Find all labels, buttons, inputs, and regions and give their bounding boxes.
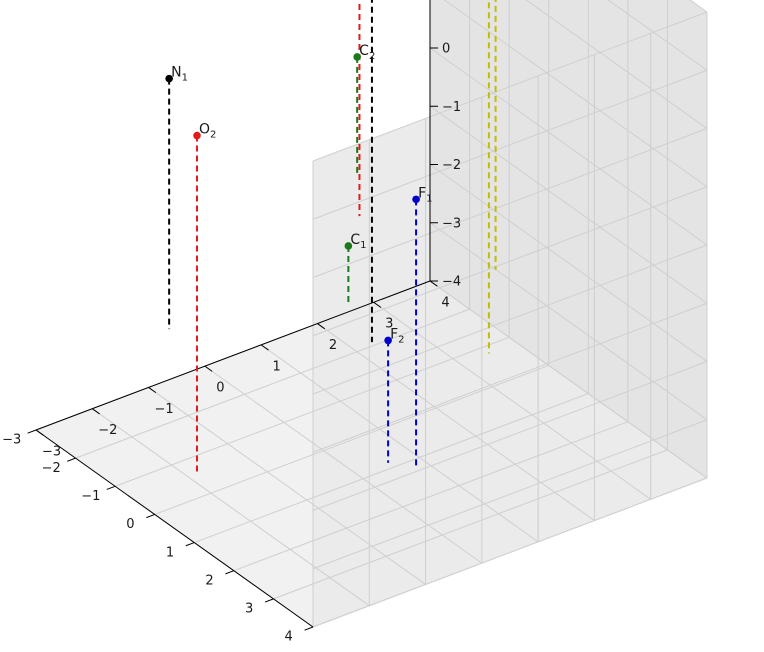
z-tick-label: 0 (442, 42, 450, 57)
x-tick-label: 4 (285, 630, 293, 645)
y-tick-mark (317, 323, 326, 330)
grid-line (525, 0, 708, 129)
grid-line (312, 419, 708, 570)
grid-line (312, 69, 708, 220)
data-point (384, 336, 392, 345)
x-tick-mark (146, 513, 155, 519)
point-label-letter: F (390, 326, 398, 342)
y-tick-label: 3 (385, 317, 393, 332)
grid-line (443, 0, 708, 188)
point-label-subscript: 2 (398, 334, 404, 345)
y-tick-mark (260, 344, 269, 351)
x-tick-label: −2 (42, 461, 61, 476)
grid-line (91, 408, 370, 607)
grid-line (148, 387, 426, 585)
grid-line (75, 308, 470, 459)
x-tick-mark (185, 542, 195, 547)
y-tick-label: −3 (42, 444, 61, 459)
data-point (193, 131, 201, 140)
x-tick-mark (27, 429, 37, 434)
grid-line (273, 449, 668, 600)
x-tick-mark (225, 570, 235, 575)
grid-line (373, 301, 652, 500)
point-label-subscript: 2 (507, 0, 513, 1)
y-tick-mark (91, 408, 100, 415)
point-label: O2 (199, 122, 216, 141)
grid-line (312, 244, 708, 395)
point-label-letter: O (199, 122, 210, 138)
point-label-subscript: 1 (182, 73, 188, 84)
point-label-subscript: 2 (369, 51, 375, 62)
z-tick-label: −3 (442, 216, 461, 231)
grid-line (429, 47, 708, 246)
z-tick-label: −2 (442, 158, 461, 173)
point-label-letter: N (171, 65, 181, 81)
grid-line (114, 336, 510, 487)
y-tick-label: 2 (329, 338, 337, 353)
grid-line (317, 323, 595, 521)
data-point (353, 53, 361, 61)
grid-line (260, 344, 539, 543)
grid-line (194, 393, 589, 544)
grid-line (429, 164, 708, 362)
point-label: F2 (390, 326, 404, 345)
x-tick-mark (264, 598, 274, 603)
y-axis-line (35, 280, 431, 431)
x-tick-label: −1 (81, 489, 100, 504)
y-tick-label: −2 (98, 423, 117, 438)
x-tick-label: 0 (126, 517, 134, 532)
grid-line (429, 222, 708, 421)
point-label: F1 (418, 185, 432, 204)
point-label: C2 (359, 43, 375, 62)
grid-line (312, 302, 708, 453)
y-tick-label: 1 (273, 359, 281, 374)
y-tick-mark (373, 301, 382, 308)
y-tick-mark (429, 280, 438, 287)
point-label-subscript: 2 (210, 130, 216, 141)
grid-line (312, 361, 708, 511)
grid-line (154, 364, 549, 515)
point-label-subscript: 1 (360, 240, 366, 251)
grid-line (429, 105, 708, 304)
grid-line (204, 365, 483, 564)
data-point (412, 195, 420, 204)
point-label: N1 (171, 65, 188, 84)
grid-line (429, 280, 708, 479)
x-tick-mark (66, 457, 76, 462)
z-tick-label: −1 (442, 100, 461, 115)
z-tick-label: −4 (442, 275, 461, 290)
x-tick-mark (304, 626, 314, 631)
point-label: C1 (350, 232, 366, 251)
point-label-letter: F (418, 185, 426, 201)
y-tick-mark (35, 429, 44, 436)
x-tick-label: 2 (205, 573, 213, 588)
x-tick-label: −3 (2, 433, 21, 448)
grid-line (312, 11, 708, 162)
y-tick-label: 4 (441, 295, 449, 310)
point-label-letter: C (359, 43, 369, 59)
x-axis-line (35, 429, 314, 628)
grid-line (607, 0, 708, 71)
point-label-subscript: 1 (426, 193, 432, 204)
point-label-letter: C (350, 232, 360, 248)
grid-line (312, 477, 708, 628)
x-tick-label: 3 (245, 602, 253, 617)
y-tick-mark (148, 387, 157, 394)
x-tick-label: 1 (166, 545, 174, 560)
x-tick-mark (106, 485, 116, 490)
grid-line (312, 186, 708, 337)
data-point (344, 242, 353, 250)
y-tick-label: 0 (216, 381, 224, 396)
y-tick-label: −1 (155, 402, 174, 417)
point-label: A2 (498, 0, 514, 1)
y-tick-mark (204, 365, 213, 372)
data-point (165, 74, 173, 83)
grid-line (233, 421, 629, 572)
grid-line (312, 128, 708, 278)
